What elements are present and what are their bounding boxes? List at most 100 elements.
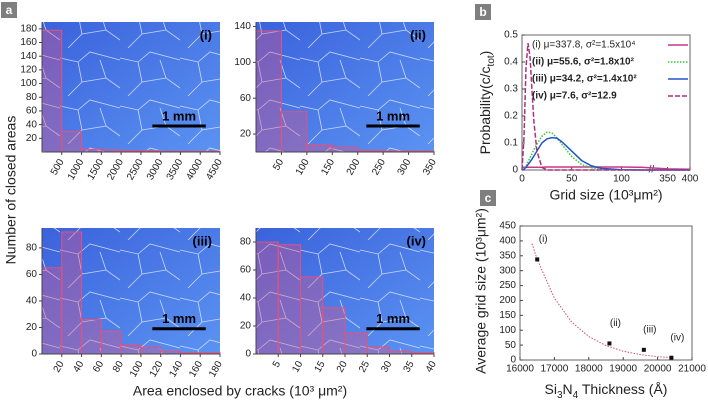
x-tick-label: 5 xyxy=(271,359,284,370)
x-tick-label: 0 xyxy=(519,174,525,185)
x-tick-label: 180 xyxy=(207,359,225,379)
legend-label: (i) μ=337.8, σ²=1.5x10⁴ xyxy=(532,40,636,51)
panel-label: c xyxy=(485,191,492,205)
y-tick-label: 400 xyxy=(499,236,516,247)
x-tick-label: 300 xyxy=(396,157,414,177)
x-tick-label: 2500 xyxy=(125,157,146,182)
x-tick-label: 40 xyxy=(424,359,439,375)
y-tick-label: 0 xyxy=(510,355,516,366)
x-tick-label: 160 xyxy=(187,359,205,379)
y-tick-label: 40 xyxy=(26,296,38,307)
x-tick-label: 350 xyxy=(659,174,676,185)
point xyxy=(607,341,612,346)
x-tick-label: 400 xyxy=(682,174,699,185)
x-tick-label: 20 xyxy=(335,359,350,375)
x-tick-label: 10 xyxy=(290,359,305,375)
x-tick-label: 20000 xyxy=(644,364,672,375)
x-tick-label: 20 xyxy=(52,359,67,375)
inset-label: (i) xyxy=(200,27,212,42)
x-axis-label-part: Thickness (Å) xyxy=(578,381,667,397)
y-tick-label: 60 xyxy=(240,93,252,104)
y-tick-label: 250 xyxy=(499,280,516,291)
series-line xyxy=(521,136,690,171)
bar xyxy=(255,30,282,153)
x-tick-label: 25 xyxy=(357,359,372,375)
x-tick-label: 4500 xyxy=(204,157,225,182)
micrograph-cracks xyxy=(42,228,220,354)
x-tick-label: 3000 xyxy=(145,157,166,182)
x-tick-label: 21000 xyxy=(678,364,706,375)
bar xyxy=(140,346,162,355)
x-tick-label: 150 xyxy=(319,157,337,177)
scale-bar-label: 1 mm xyxy=(162,108,196,123)
y-tick-label: 120 xyxy=(20,65,37,76)
bar xyxy=(120,344,142,355)
point-label: (ii) xyxy=(610,318,621,329)
x-tick-label: 40 xyxy=(71,359,86,375)
y-axis-label-part: tot xyxy=(486,55,497,66)
x-tick-label: 15 xyxy=(313,359,328,375)
y-tick-label: 60 xyxy=(26,269,38,280)
bar xyxy=(277,244,301,355)
x-tick-label: 1000 xyxy=(66,157,87,182)
y-tick-label: 180 xyxy=(20,23,37,34)
legend-label: (ii) μ=55.6, σ²=1.8x10² xyxy=(532,57,635,68)
x-tick-label: 500 xyxy=(49,157,67,177)
series-line xyxy=(521,131,690,171)
x-axis-label: Area enclosed by cracks (10³ μm²) xyxy=(133,383,347,399)
fit-curve xyxy=(531,243,675,359)
y-tick-label: 40 xyxy=(26,119,38,130)
x-tick-label: 250 xyxy=(370,157,388,177)
inset-label: (iii) xyxy=(193,233,213,248)
y-tick-label: 140 xyxy=(234,21,251,32)
x-tick-label: 120 xyxy=(148,359,166,379)
x-tick-label: 80 xyxy=(111,359,126,375)
y-tick-label: 300 xyxy=(499,265,516,276)
y-tick-label: 100 xyxy=(234,57,251,68)
y-tick-label: 20 xyxy=(240,321,252,332)
x-tick-label: 1500 xyxy=(86,157,107,182)
x-tick-label: 35 xyxy=(402,359,417,375)
scale-bar-label: 1 mm xyxy=(376,108,410,123)
inset-label: (ii) xyxy=(410,27,426,42)
bar xyxy=(41,29,63,153)
y-axis-label-part: ) xyxy=(477,51,493,56)
panel-label: b xyxy=(479,5,486,19)
y-tick-label: 40 xyxy=(240,293,252,304)
series-line xyxy=(522,166,691,170)
y-tick-label: 140 xyxy=(20,51,37,62)
y-tick-label: 350 xyxy=(499,250,516,261)
x-axis-label: Grid size (10³μm²) xyxy=(549,187,662,203)
point-label: (iv) xyxy=(670,332,684,343)
scale-bar-label: 1 mm xyxy=(162,311,196,326)
x-tick-label: 4000 xyxy=(184,157,205,182)
series-line xyxy=(521,42,690,171)
y-tick-label: 80 xyxy=(240,237,252,248)
point-label: (iii) xyxy=(643,324,656,335)
x-tick-label: 350 xyxy=(421,157,439,177)
y-tick-label: 200 xyxy=(499,295,516,306)
y-axis-label: Probability(c/ctot) xyxy=(477,51,497,155)
x-axis-label-part: 4 xyxy=(573,390,579,401)
point-label: (i) xyxy=(539,234,548,245)
legend-label: (iv) μ=7.6, σ²=12.9 xyxy=(532,91,617,102)
y-tick-label: 0.1 xyxy=(504,138,518,149)
x-tick-label: 17000 xyxy=(540,364,568,375)
y-tick-label: 60 xyxy=(240,265,252,276)
y-tick-label: 100 xyxy=(20,78,37,89)
micrograph-cracks xyxy=(256,22,434,152)
x-tick-label: 50 xyxy=(566,174,578,185)
bar xyxy=(255,241,279,355)
bar xyxy=(331,147,359,153)
bar xyxy=(366,346,390,355)
legend-label: (iii) μ=34.2, σ²=1.4x10² xyxy=(532,74,637,85)
bar xyxy=(81,319,102,355)
bar xyxy=(100,330,122,355)
panel-label-box xyxy=(1,2,17,18)
x-tick-label: 16000 xyxy=(506,364,534,375)
y-tick-label: 80 xyxy=(26,92,38,103)
x-tick-label: 19000 xyxy=(609,364,637,375)
x-tick-label: 50 xyxy=(271,157,286,173)
bar xyxy=(306,144,333,153)
